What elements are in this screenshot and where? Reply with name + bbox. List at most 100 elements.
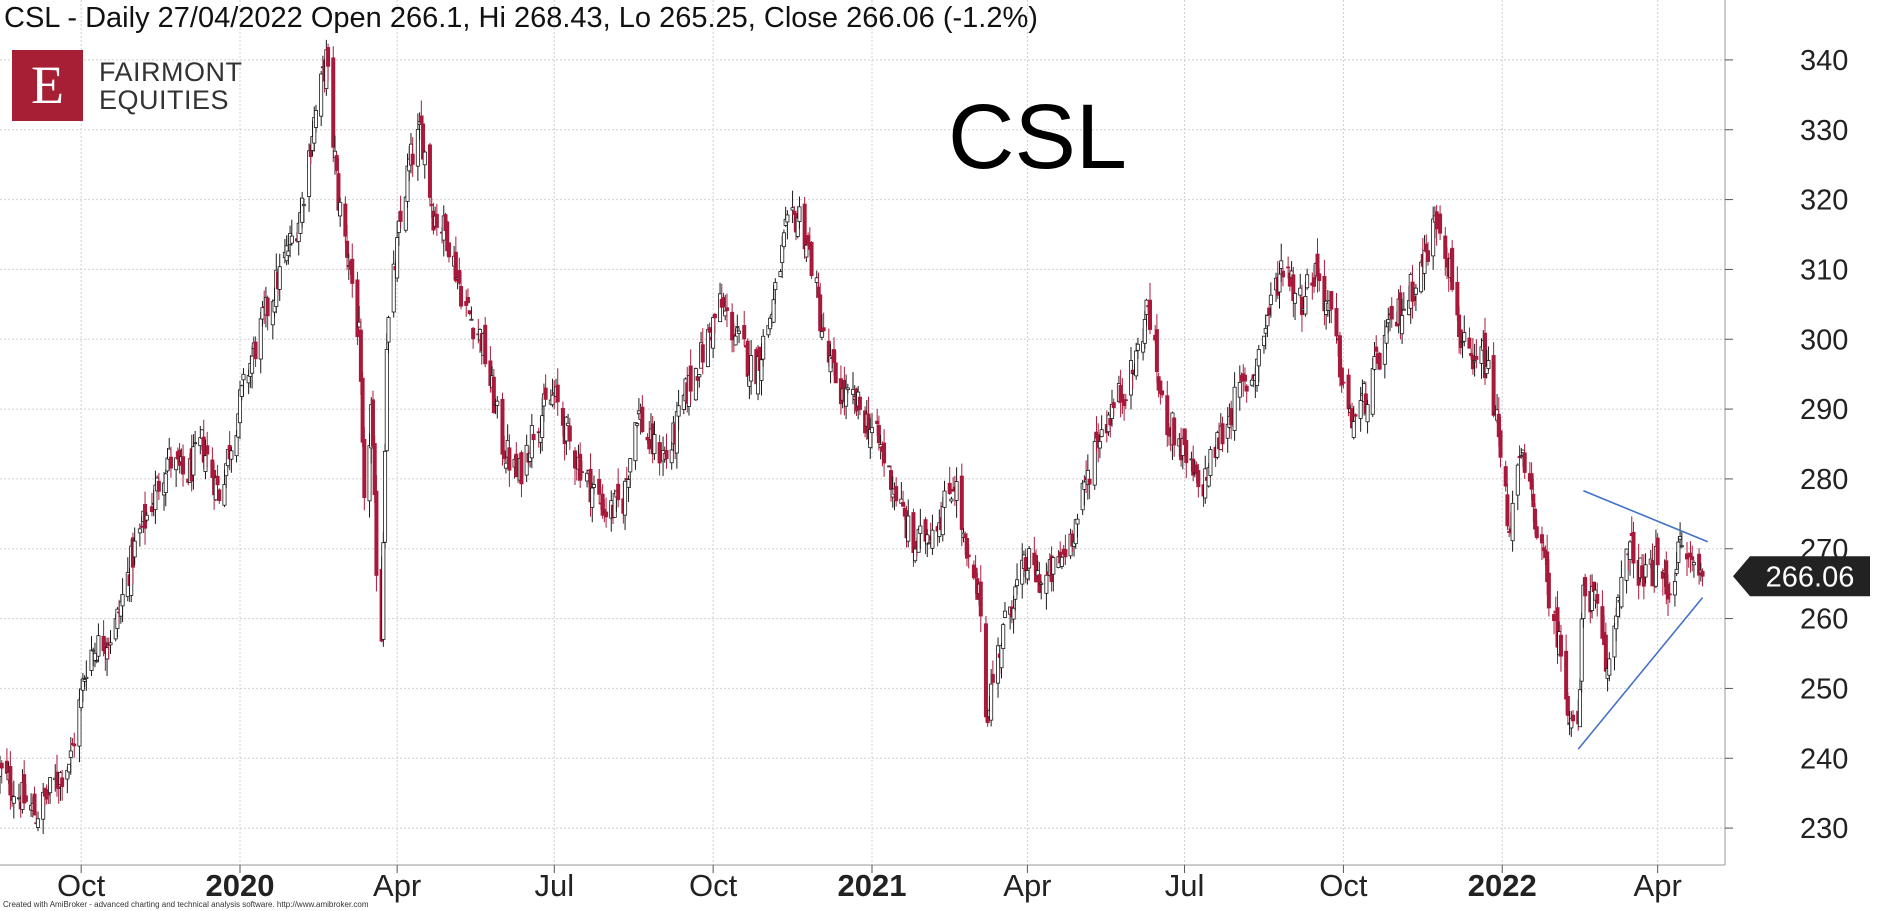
- trendline: [1577, 597, 1704, 750]
- candle-body: [23, 795, 28, 802]
- candle-body: [48, 777, 53, 794]
- candle-body: [1184, 440, 1189, 464]
- candle-body: [989, 683, 994, 721]
- candle-body: [724, 307, 729, 311]
- candle-body: [1261, 335, 1266, 347]
- candle-body: [108, 642, 113, 646]
- candle-body: [1129, 360, 1134, 396]
- candle-body: [882, 442, 887, 464]
- candle-body: [1612, 625, 1617, 658]
- candle-body: [446, 242, 451, 258]
- candle-body: [973, 567, 978, 578]
- candle-body: [1700, 570, 1705, 577]
- candle-body: [91, 649, 96, 652]
- candle-body: [1023, 557, 1028, 572]
- candle-body: [669, 449, 674, 464]
- candle-body: [1358, 400, 1363, 419]
- candle-body: [1413, 287, 1418, 295]
- candle-body: [1486, 360, 1491, 369]
- candle-body: [1244, 385, 1249, 392]
- candle-body: [566, 422, 571, 427]
- candle-body: [1063, 549, 1068, 558]
- candle-body: [1643, 564, 1648, 578]
- candle-body: [821, 327, 826, 332]
- candle-body: [1279, 260, 1284, 269]
- candle-body: [250, 355, 255, 374]
- candle-body: [735, 326, 740, 328]
- y-tick-label: 330: [1800, 115, 1848, 147]
- candle-body: [913, 548, 918, 562]
- candle-body: [1172, 417, 1177, 446]
- y-tick-label: 280: [1800, 464, 1848, 496]
- candle-body: [502, 450, 507, 459]
- candle-body: [635, 423, 640, 426]
- candle-body: [357, 321, 362, 328]
- candle-body: [940, 506, 945, 536]
- trendline: [1583, 490, 1709, 543]
- candle-body: [429, 204, 434, 206]
- candle-body: [942, 490, 947, 508]
- candle-body: [1120, 393, 1125, 401]
- candle-body: [459, 285, 464, 307]
- candle-body: [1249, 379, 1254, 386]
- candle-body: [495, 400, 500, 406]
- candle-body: [1305, 274, 1310, 289]
- candle-body: [1108, 418, 1113, 426]
- candle-body: [1329, 291, 1334, 310]
- candle-body: [1123, 399, 1128, 402]
- candle-body: [1386, 319, 1391, 324]
- candle-body: [1148, 299, 1153, 330]
- candle-body: [471, 327, 476, 340]
- candle-body: [707, 327, 712, 333]
- candle-body: [384, 348, 389, 452]
- candle-body: [253, 341, 258, 360]
- candle-body: [277, 266, 282, 290]
- candle-body: [1510, 502, 1515, 542]
- candle-body: [564, 416, 569, 442]
- candle-body: [203, 455, 208, 472]
- candle-body: [355, 279, 360, 338]
- candle-body: [300, 197, 305, 223]
- candle-body: [79, 688, 84, 709]
- candle-body: [712, 313, 717, 319]
- candle-body: [1027, 548, 1032, 569]
- grid-lines: [0, 0, 1725, 865]
- candle-body: [590, 487, 595, 508]
- chart-header: CSL - Daily 27/04/2022 Open 266.1, Hi 26…: [4, 2, 1038, 34]
- candle-body: [372, 443, 377, 496]
- candle-body: [990, 673, 995, 683]
- trendlines: [1577, 490, 1709, 750]
- candle-body: [1203, 468, 1208, 499]
- x-tick-label: Oct: [689, 868, 738, 903]
- candle-body: [286, 250, 291, 257]
- candle-body: [465, 297, 470, 304]
- candle-body: [1025, 570, 1030, 580]
- candle-body: [1491, 355, 1496, 416]
- candle-body: [844, 387, 849, 407]
- candle-body: [241, 373, 246, 381]
- candle-body: [930, 529, 935, 549]
- candle-body: [911, 512, 916, 553]
- candle-body: [60, 777, 65, 788]
- candle-body: [875, 420, 880, 424]
- candle-body: [8, 766, 13, 796]
- candle-body: [1628, 541, 1633, 560]
- candle-body: [338, 201, 343, 217]
- candle-body: [790, 207, 795, 211]
- candle-body: [405, 165, 410, 202]
- candle-body: [1438, 213, 1443, 234]
- candle-body: [1299, 296, 1304, 316]
- candle-body: [1607, 658, 1612, 676]
- fairmont-equities-logo: E FAIRMONT EQUITIES: [12, 50, 242, 122]
- candle-body: [1531, 493, 1536, 508]
- candle-body: [802, 203, 807, 250]
- y-tick-label: 230: [1800, 813, 1848, 845]
- candle-body: [1690, 556, 1695, 560]
- candle-body: [585, 472, 590, 482]
- last-price-tag: 266.06: [1733, 556, 1870, 597]
- candle-body: [120, 594, 125, 607]
- candle-body: [1092, 440, 1097, 486]
- candle-body: [381, 542, 386, 640]
- candle-body: [1087, 478, 1092, 485]
- candle-body: [358, 329, 363, 382]
